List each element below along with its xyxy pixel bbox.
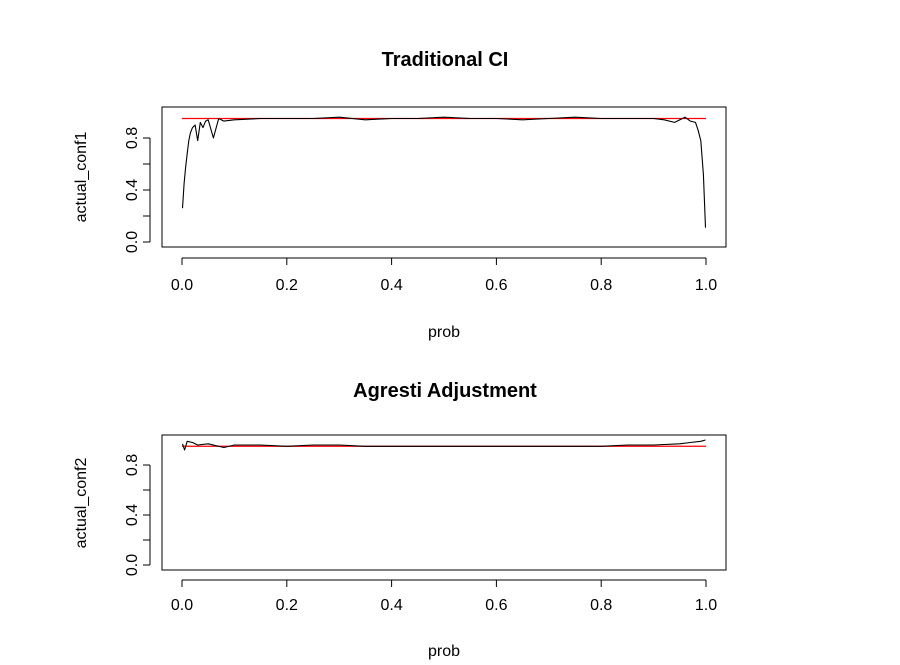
y-axis: 0.0 0.4 0.8 [124, 454, 151, 576]
y-tick-label: 0.0 [124, 554, 141, 576]
x-axis-label: prob [428, 643, 460, 660]
y-tick-label: 0.0 [124, 231, 141, 253]
x-tick-label: 1.0 [695, 277, 717, 294]
y-axis: 0.0 0.4 0.8 [124, 127, 151, 253]
x-tick-label: 0.2 [276, 277, 298, 294]
plot-marks [181, 439, 706, 451]
y-axis-label: actual_conf2 [73, 458, 90, 549]
y-tick-label: 0.4 [124, 504, 141, 526]
chart-title: Traditional CI [382, 49, 509, 71]
x-tick-label: 0.8 [590, 597, 612, 614]
x-tick-label: 0.2 [276, 597, 298, 614]
series-line [181, 439, 706, 451]
x-tick-label: 1.0 [695, 597, 717, 614]
chart-title: Agresti Adjustment [353, 380, 537, 402]
series-line [181, 116, 707, 228]
x-tick-label: 0.8 [590, 277, 612, 294]
plot-marks [181, 116, 707, 228]
y-tick-label: 0.8 [124, 127, 141, 149]
x-tick-label: 0.0 [171, 277, 193, 294]
x-axis: 0.0 0.2 0.4 0.6 0.8 1.0 [171, 579, 717, 614]
x-tick-label: 0.0 [171, 597, 193, 614]
plot-frame [161, 434, 727, 571]
x-axis: 0.0 0.2 0.4 0.6 0.8 1.0 [171, 257, 717, 294]
plot-frame [161, 106, 727, 248]
x-tick-label: 0.6 [485, 277, 507, 294]
x-tick-label: 0.4 [380, 597, 402, 614]
x-axis-label: prob [428, 324, 460, 341]
chart-panel-agresti-adjustment: Agresti Adjustment 0.0 0.2 0.4 0.6 0.8 1.0 0.… [73, 380, 727, 660]
y-axis-label: actual_conf1 [73, 132, 90, 223]
chart-panel-traditional-ci: Traditional CI 0.0 0.2 0.4 0.6 0.8 1.0 0.0 0.4… [73, 49, 727, 341]
y-tick-label: 0.8 [124, 454, 141, 476]
x-tick-label: 0.4 [380, 277, 402, 294]
x-tick-label: 0.6 [485, 597, 507, 614]
y-tick-label: 0.4 [124, 179, 141, 201]
